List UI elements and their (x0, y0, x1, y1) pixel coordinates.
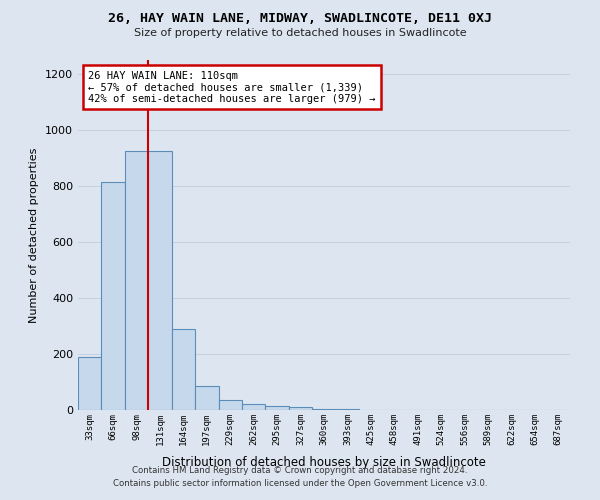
Text: 26 HAY WAIN LANE: 110sqm
← 57% of detached houses are smaller (1,339)
42% of sem: 26 HAY WAIN LANE: 110sqm ← 57% of detach… (88, 70, 376, 104)
Bar (125, 151, 148, 410)
Bar (172, 329, 195, 410)
Text: Contains HM Land Registry data © Crown copyright and database right 2024.
Contai: Contains HM Land Registry data © Crown c… (113, 466, 487, 487)
Text: Size of property relative to detached houses in Swadlincote: Size of property relative to detached ho… (134, 28, 466, 38)
Bar (265, 406, 289, 410)
Bar (101, 182, 125, 410)
Bar (242, 404, 265, 410)
X-axis label: Distribution of detached houses by size in Swadlincote: Distribution of detached houses by size … (162, 456, 486, 469)
Bar (289, 407, 312, 410)
Bar (218, 400, 242, 410)
Bar (78, 357, 101, 410)
Bar (195, 386, 218, 410)
Text: 26, HAY WAIN LANE, MIDWAY, SWADLINCOTE, DE11 0XJ: 26, HAY WAIN LANE, MIDWAY, SWADLINCOTE, … (108, 12, 492, 26)
Bar (312, 409, 336, 410)
Bar (148, 151, 172, 410)
Y-axis label: Number of detached properties: Number of detached properties (29, 148, 40, 322)
